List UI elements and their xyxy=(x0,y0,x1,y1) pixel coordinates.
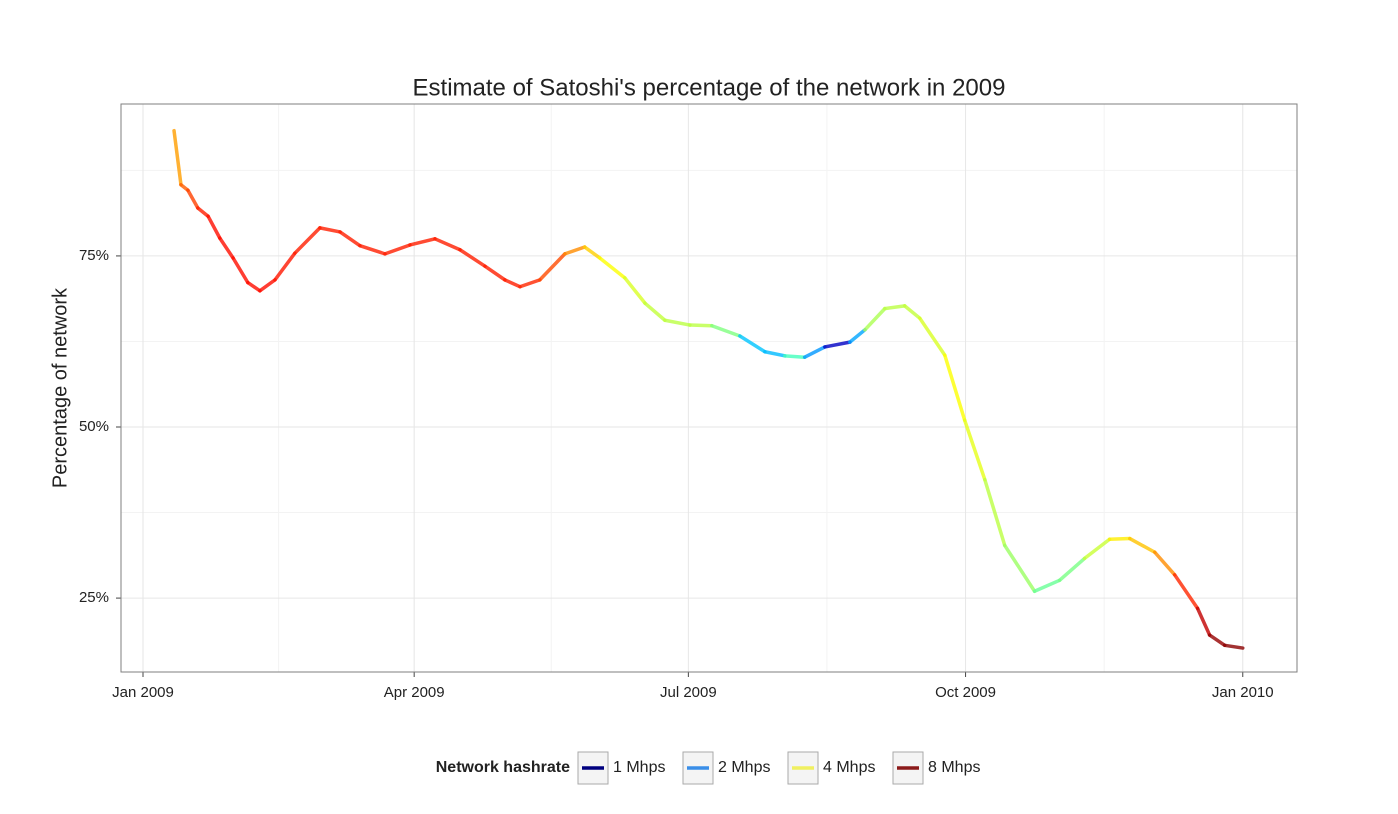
line-segment xyxy=(1002,543,1037,593)
line-segment xyxy=(823,340,852,349)
line-segment xyxy=(802,345,827,359)
line-segment xyxy=(563,245,587,256)
line-segment xyxy=(1107,536,1132,541)
x-tick-label: Jan 2009 xyxy=(112,684,174,701)
line-segment xyxy=(408,237,437,247)
line-segment xyxy=(1222,643,1245,650)
plot-border xyxy=(120,103,1298,673)
x-tick-label: Apr 2009 xyxy=(384,684,445,701)
x-tick-label: Jan 2010 xyxy=(1212,684,1274,701)
line-segment xyxy=(943,353,967,422)
line-segment xyxy=(186,188,200,210)
line-segment xyxy=(1032,578,1062,593)
line-segment xyxy=(1172,573,1200,611)
line-segment xyxy=(783,354,807,359)
line-segment xyxy=(582,245,602,260)
line-segment xyxy=(273,251,297,282)
line-segment xyxy=(246,280,262,293)
y-tick-label: 50% xyxy=(79,418,109,435)
line-segment xyxy=(738,334,767,354)
legend-label: 1 Mhps xyxy=(613,759,665,776)
line-segment xyxy=(710,323,742,338)
line-segment xyxy=(848,328,867,344)
line-segment xyxy=(1207,633,1227,648)
line-segment xyxy=(503,278,522,289)
line-segment xyxy=(218,236,235,260)
y-tick-label: 25% xyxy=(79,589,109,606)
line-segment xyxy=(643,301,667,323)
line-segment xyxy=(962,418,987,482)
x-tick-label: Jul 2009 xyxy=(660,684,717,701)
line-segment xyxy=(433,237,462,252)
line-segment xyxy=(458,248,487,268)
line-segment xyxy=(172,128,183,187)
y-tick-label: 75% xyxy=(79,247,109,264)
line-segment xyxy=(538,252,567,282)
line-segment xyxy=(1128,536,1157,554)
line-segment xyxy=(483,264,507,282)
line-segment xyxy=(688,323,714,328)
legend-label: 8 Mhps xyxy=(928,759,980,776)
legend-title: Network hashrate xyxy=(436,759,570,776)
line-segment xyxy=(1057,556,1087,583)
line-segment xyxy=(258,278,277,293)
line-segment xyxy=(918,316,947,357)
line-segment xyxy=(983,477,1007,548)
line-segment xyxy=(338,230,362,248)
line-segment xyxy=(763,349,787,358)
line-segment xyxy=(231,256,250,285)
line-segment xyxy=(623,276,647,305)
line-segment xyxy=(196,206,210,218)
y-axis-label: Percentage of network xyxy=(49,287,71,488)
chart-title: Estimate of Satoshi's percentage of the … xyxy=(413,74,1006,101)
line-segment xyxy=(206,214,222,240)
line-segment xyxy=(1153,550,1177,577)
line-segment xyxy=(383,243,412,256)
line-segment xyxy=(598,256,627,280)
line-segment xyxy=(318,226,342,234)
line-segment xyxy=(863,306,887,332)
line-segment xyxy=(293,226,322,255)
legend-label: 2 Mhps xyxy=(718,759,770,776)
line-segment xyxy=(518,278,542,289)
legend-label: 4 Mhps xyxy=(823,759,875,776)
line-segment xyxy=(358,243,387,256)
line-segment xyxy=(1082,537,1112,561)
line-segment xyxy=(902,304,922,320)
line-segment xyxy=(883,304,907,311)
x-tick-label: Oct 2009 xyxy=(935,684,996,701)
line-segment xyxy=(1195,606,1212,637)
line-segment xyxy=(663,318,692,327)
